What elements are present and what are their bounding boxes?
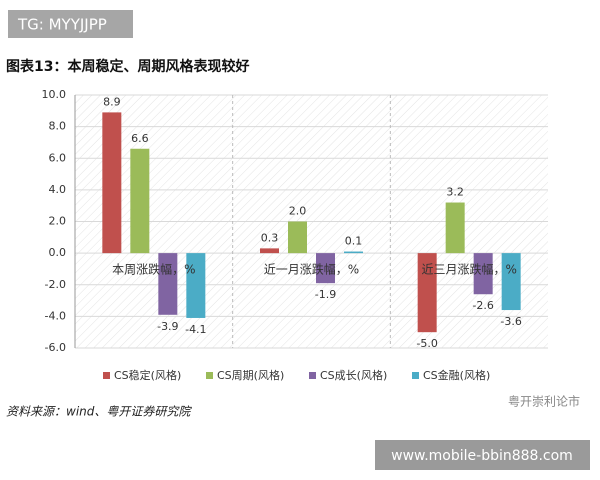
bar bbox=[344, 251, 363, 254]
bar bbox=[288, 221, 307, 254]
legend-label: CS金融(风格) bbox=[423, 368, 490, 382]
bar bbox=[260, 248, 279, 254]
data-label: -3.6 bbox=[500, 315, 521, 328]
bar bbox=[316, 253, 335, 284]
y-tick-label: 6.0 bbox=[49, 151, 67, 164]
y-tick-label: 4.0 bbox=[49, 183, 67, 196]
tag-box bbox=[8, 10, 133, 38]
x-tick-label: 近三月涨跌幅，% bbox=[421, 262, 516, 277]
bar bbox=[473, 253, 493, 295]
data-label: -2.6 bbox=[472, 299, 493, 312]
bar bbox=[186, 253, 206, 318]
legend-label: CS周期(风格) bbox=[217, 368, 284, 382]
data-label: 6.6 bbox=[131, 132, 149, 145]
legend-label: CS成长(风格) bbox=[320, 368, 387, 382]
y-tick-label: -2.0 bbox=[45, 278, 66, 291]
y-tick-label: 10.0 bbox=[42, 88, 67, 101]
data-label: -4.1 bbox=[185, 323, 206, 336]
legend-label: CS稳定(风格) bbox=[114, 368, 181, 382]
data-label: 3.2 bbox=[446, 186, 464, 199]
tag: TG: MYYJJPP bbox=[17, 16, 107, 34]
chart-title: 图表13：本周稳定、周期风格表现较好 bbox=[6, 58, 249, 75]
data-label: 8.9 bbox=[103, 95, 121, 108]
y-tick-label: -6.0 bbox=[45, 341, 66, 354]
y-tick-label: -4.0 bbox=[45, 309, 66, 322]
x-tick-label: 本周涨跌幅，% bbox=[112, 262, 195, 277]
data-label: -3.9 bbox=[157, 320, 178, 333]
bar bbox=[158, 253, 178, 315]
footer-link: www.mobile-bbin888.com bbox=[391, 448, 573, 464]
data-label: -1.9 bbox=[315, 288, 336, 301]
y-tick-label: 2.0 bbox=[49, 215, 67, 228]
x-tick-label: 近一月涨跌幅，% bbox=[264, 262, 359, 277]
legend-swatch bbox=[412, 372, 419, 379]
legend-swatch bbox=[309, 372, 316, 379]
bar bbox=[445, 202, 465, 254]
data-label: 2.0 bbox=[289, 205, 307, 218]
legend-swatch bbox=[206, 372, 213, 379]
bar bbox=[130, 148, 150, 254]
source: 资料来源：wind、粤开证券研究院 bbox=[6, 405, 192, 419]
bar bbox=[102, 112, 122, 254]
y-tick-label: 8.0 bbox=[49, 120, 67, 133]
y-tick-label: 0.0 bbox=[49, 246, 67, 259]
data-label: -5.0 bbox=[416, 337, 437, 350]
data-label: 0.3 bbox=[261, 231, 279, 244]
data-label: 0.1 bbox=[345, 235, 363, 248]
bar bbox=[417, 253, 437, 333]
footer-box bbox=[375, 440, 590, 470]
watermark: 粤开崇利论市 bbox=[508, 394, 580, 409]
bar bbox=[501, 253, 521, 311]
legend-swatch bbox=[103, 372, 110, 379]
